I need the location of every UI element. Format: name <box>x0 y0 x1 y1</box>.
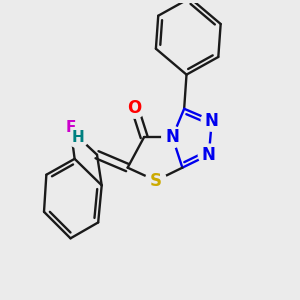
Circle shape <box>198 144 220 165</box>
Text: N: N <box>205 112 219 130</box>
Text: N: N <box>202 146 216 164</box>
Circle shape <box>68 126 89 148</box>
Text: F: F <box>65 120 76 135</box>
Text: H: H <box>72 130 85 145</box>
Text: S: S <box>150 172 162 190</box>
Circle shape <box>162 126 183 148</box>
Circle shape <box>201 110 222 131</box>
Text: N: N <box>165 128 179 146</box>
Circle shape <box>145 170 166 191</box>
Circle shape <box>60 117 81 138</box>
Circle shape <box>124 97 145 118</box>
Text: O: O <box>128 99 142 117</box>
